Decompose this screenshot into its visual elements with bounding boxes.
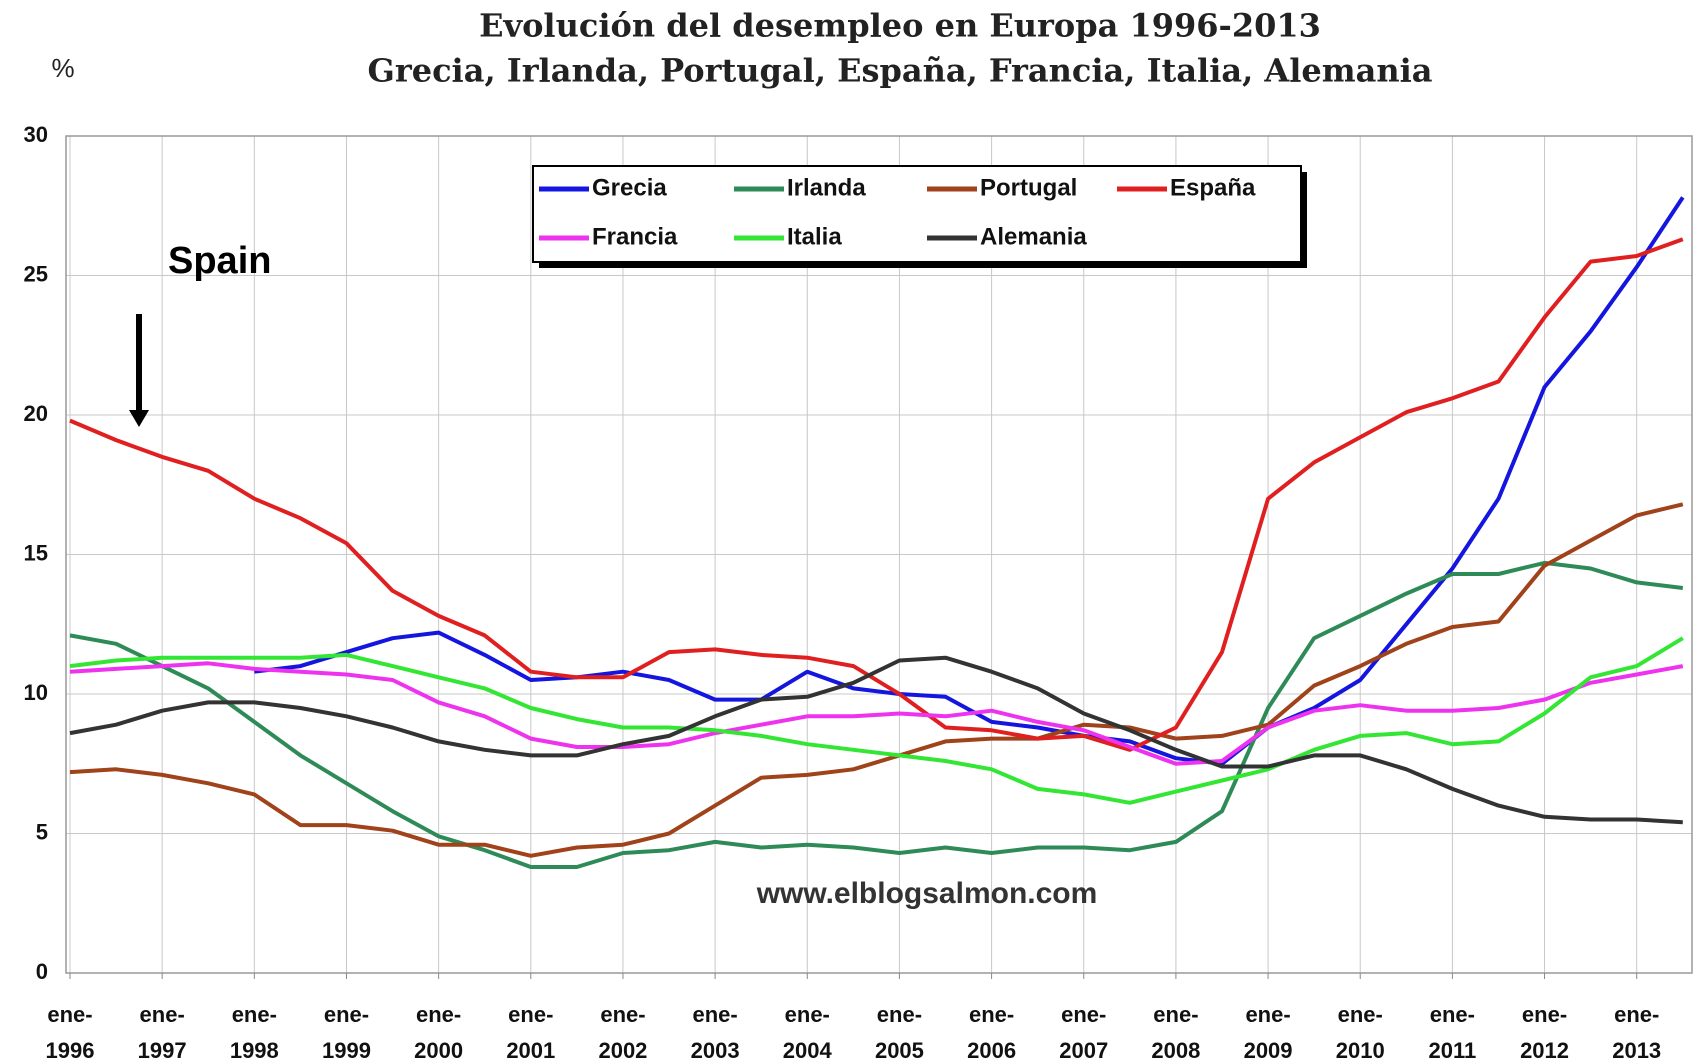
arrow-head bbox=[129, 410, 149, 427]
series-line bbox=[69, 655, 1683, 825]
legend-label: Portugal bbox=[980, 174, 1077, 201]
legend-label: Francia bbox=[592, 223, 678, 250]
y-tick-label: 15 bbox=[24, 540, 48, 565]
series-line bbox=[69, 502, 1684, 858]
grid bbox=[66, 135, 1692, 974]
legend-box bbox=[532, 165, 1302, 263]
series-line bbox=[69, 237, 1684, 752]
x-tick-label: ene-2012 bbox=[1520, 1002, 1569, 1063]
y-axis-label: % bbox=[51, 53, 74, 83]
x-tick-label: ene-2006 bbox=[967, 1002, 1016, 1063]
lines bbox=[69, 196, 1685, 869]
x-tick-label: ene-2004 bbox=[783, 1002, 833, 1063]
y-tick-label: 10 bbox=[24, 680, 48, 705]
x-tick-label: ene-2007 bbox=[1059, 1002, 1108, 1063]
chart-subtitle: Grecia, Irlanda, Portugal, España, Franc… bbox=[368, 52, 1433, 90]
y-tick-label: 25 bbox=[24, 261, 48, 286]
legend-label: Italia bbox=[787, 223, 842, 250]
y-tick-label: 30 bbox=[24, 122, 48, 147]
x-tick-label: ene-2003 bbox=[691, 1002, 740, 1063]
x-tick-label: ene-1997 bbox=[138, 1002, 187, 1063]
legend: Grecia Irlanda Portugal España Francia Italia… bbox=[532, 165, 1307, 268]
legend-label: Grecia bbox=[592, 174, 667, 201]
series-line bbox=[69, 636, 1684, 805]
x-tick-label: ene-1998 bbox=[230, 1002, 279, 1063]
x-tick-label: ene-2011 bbox=[1429, 1002, 1477, 1063]
x-tick-label: ene-2009 bbox=[1244, 1002, 1293, 1063]
x-tick-label: ene-2005 bbox=[875, 1002, 924, 1063]
series-line bbox=[69, 661, 1684, 766]
watermark: www.elblogsalmon.com bbox=[756, 877, 1098, 910]
annotation: Spain bbox=[168, 240, 271, 282]
x-tick-label: ene-2000 bbox=[414, 1002, 463, 1063]
y-tick-label: 0 bbox=[36, 959, 48, 984]
legend-label: España bbox=[1170, 174, 1256, 201]
x-tick-label: ene-2001 bbox=[506, 1002, 555, 1063]
series-line bbox=[69, 560, 1684, 869]
x-tick-label: ene-2008 bbox=[1151, 1002, 1200, 1063]
y-tick-label: 20 bbox=[24, 401, 48, 426]
x-tick-label: ene-2010 bbox=[1336, 1002, 1385, 1063]
x-tick-label: ene-1999 bbox=[322, 1002, 371, 1063]
plot-frame bbox=[65, 135, 1693, 974]
y-tick-label: 5 bbox=[36, 819, 48, 844]
legend-label: Irlanda bbox=[787, 174, 866, 201]
x-tick-label: ene-2013 bbox=[1612, 1002, 1661, 1063]
legend-label: Alemania bbox=[980, 223, 1087, 250]
chart-title: Evolución del desempleo en Europa 1996-2… bbox=[479, 7, 1321, 45]
x-tick-label: ene-1996 bbox=[46, 1002, 95, 1063]
x-tick-label: ene-2002 bbox=[598, 1002, 647, 1063]
